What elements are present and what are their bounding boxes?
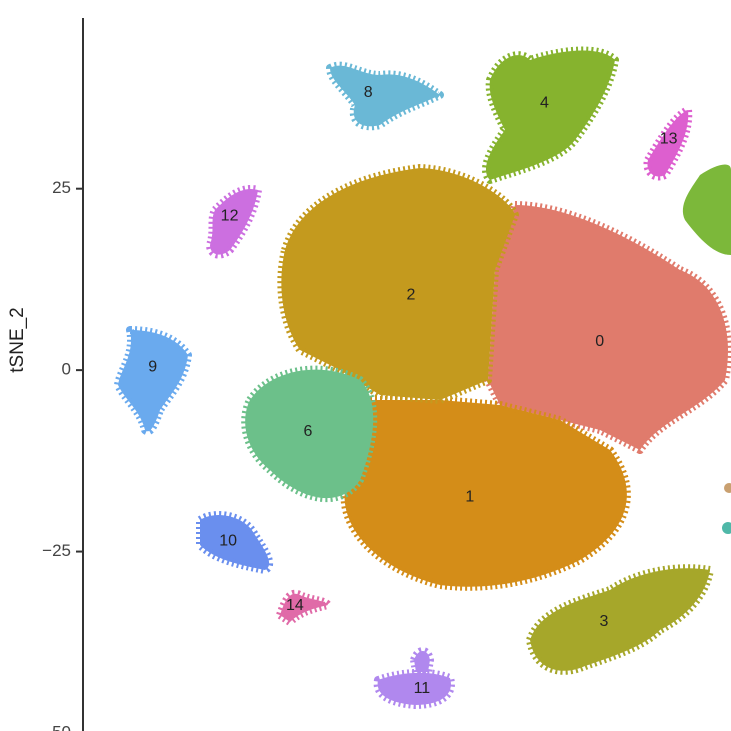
cluster-label: 1 — [465, 488, 474, 505]
cluster-label: 4 — [540, 94, 549, 111]
cluster-label: 14 — [286, 597, 304, 614]
y-tick-label: 0 — [62, 360, 71, 379]
cluster — [482, 46, 619, 184]
partial-cluster — [722, 522, 731, 534]
cluster-label: 8 — [364, 84, 373, 101]
cluster-label: 6 — [303, 423, 312, 440]
cluster — [114, 326, 192, 436]
cluster — [643, 106, 693, 181]
partial-cluster — [682, 164, 731, 255]
cluster — [340, 396, 631, 591]
cluster-label: 13 — [660, 131, 678, 148]
y-axis-title: tSNE_2 — [7, 307, 28, 372]
cluster — [373, 647, 455, 709]
cluster-label: 3 — [600, 613, 609, 630]
cluster-label: 12 — [221, 207, 239, 224]
y-tick-label: −50 — [42, 722, 71, 731]
cluster-label: 0 — [595, 333, 604, 350]
cluster — [277, 164, 519, 404]
cluster-label: 10 — [219, 533, 237, 550]
y-tick-label: 25 — [52, 178, 71, 197]
cluster — [484, 201, 731, 454]
cluster — [196, 511, 274, 574]
cluster-label: 11 — [414, 680, 431, 697]
cluster — [241, 365, 378, 502]
cluster — [526, 564, 714, 675]
cluster — [326, 61, 444, 131]
partial-cluster — [724, 483, 731, 493]
cluster-label: 9 — [148, 358, 157, 375]
y-tick-label: −25 — [42, 541, 71, 560]
cluster — [276, 589, 332, 626]
cluster-label: 2 — [407, 287, 416, 304]
cluster — [206, 185, 262, 259]
